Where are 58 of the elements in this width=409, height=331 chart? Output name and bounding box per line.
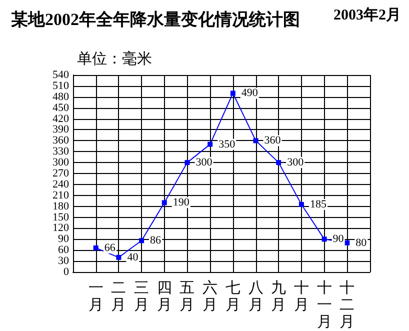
point: [116, 254, 122, 260]
point: [298, 202, 304, 208]
y-tick-label: 210: [52, 189, 70, 202]
x-tick-label: 十月: [294, 280, 309, 314]
text: 2003年2月: [334, 6, 401, 24]
y-tick-label: 30: [58, 255, 70, 268]
point: [184, 160, 190, 166]
y-tick-label: 180: [52, 200, 70, 212]
y-axis-title: 单位：毫米: [77, 50, 152, 68]
y-tick-label: 480: [52, 90, 70, 103]
x-tick-label: 一月: [88, 280, 104, 314]
data-label: 66: [104, 242, 116, 254]
data-label: 80: [356, 236, 368, 249]
x-tick-label: 十二月: [340, 280, 355, 330]
y-tick-label: 300: [52, 156, 70, 169]
point: [344, 240, 350, 246]
data-label: 300: [196, 156, 213, 169]
y-tick-label: 270: [52, 168, 70, 180]
point: [276, 160, 282, 166]
y-tick-label: 90: [58, 233, 70, 246]
data-label: 360: [264, 134, 282, 147]
point: [253, 138, 258, 144]
x-tick-label: 九月: [271, 280, 286, 314]
y-tick-label: 390: [52, 124, 70, 136]
point: [139, 238, 144, 244]
y-tick-label: 0: [64, 266, 70, 278]
y-tick-label: 360: [52, 134, 70, 147]
y-tick-label: 240: [52, 178, 70, 190]
point: [93, 245, 98, 250]
x-tick-label: 四月: [156, 280, 172, 314]
data-label: 40: [127, 251, 139, 264]
data-label: 190: [172, 196, 190, 209]
point: [162, 200, 167, 206]
y-tick-label: 540: [52, 69, 70, 81]
data-label: 90: [332, 233, 344, 246]
y-tick-label: 120: [52, 222, 70, 234]
x-tick-label: 十一月: [316, 280, 332, 330]
y-tick-label: 420: [52, 112, 70, 125]
point: [230, 90, 236, 96]
y-tick-label: 450: [52, 102, 70, 114]
y-tick-label: 510: [52, 80, 70, 92]
data-label: 86: [150, 234, 162, 247]
chart-title: 某地2002年全年降水量变化情况统计图: [10, 10, 300, 29]
x-tick-label: 七月: [225, 280, 240, 314]
y-tick-label: 330: [52, 146, 70, 158]
x-tick-label: 八月: [248, 280, 264, 314]
x-tick-label: 六月: [202, 280, 218, 314]
x-tick-label: 五月: [180, 280, 195, 314]
data-label: 300: [287, 156, 304, 169]
y-tick-label: 60: [58, 244, 70, 256]
data-label: 185: [310, 198, 327, 211]
data-label: 350: [218, 138, 236, 150]
data-label: 490: [241, 87, 258, 100]
x-tick-label: 二月: [111, 280, 126, 314]
point: [208, 142, 213, 147]
point: [322, 236, 327, 242]
y-tick-label: 150: [52, 211, 70, 224]
x-tick-label: 三月: [134, 280, 150, 314]
